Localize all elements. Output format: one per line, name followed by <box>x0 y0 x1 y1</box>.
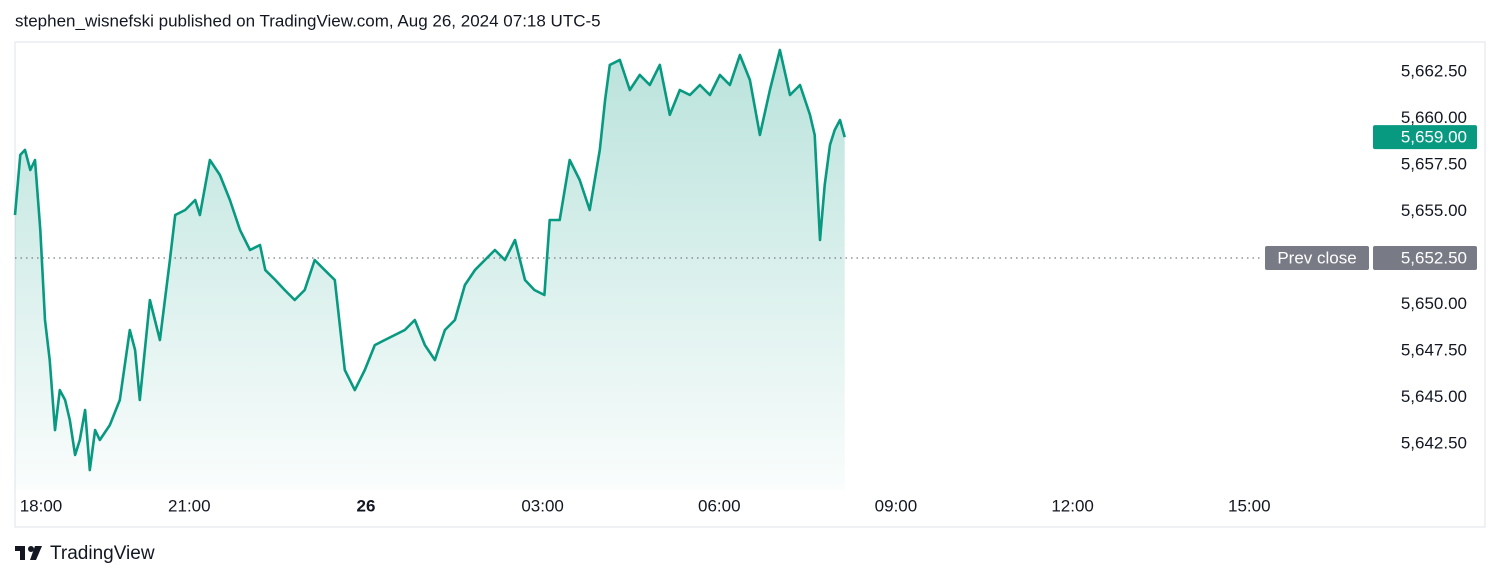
logo <box>15 546 42 560</box>
x-tick-label: 15:00 <box>1228 496 1271 515</box>
y-tick-label: 5,655.00 <box>1401 201 1467 220</box>
last-price-label: 5,659.00 <box>1401 128 1467 147</box>
prev-close-value: 5,652.50 <box>1401 248 1467 267</box>
line <box>13 48 846 472</box>
y-tick-label: 5,650.00 <box>1401 294 1467 313</box>
header: stephen_wisnefski published on TradingVi… <box>15 11 601 30</box>
x-tick-label: 12:00 <box>1051 496 1094 515</box>
prev-close-badge <box>1265 246 1369 270</box>
area <box>15 50 845 490</box>
x-tick-label: 06:00 <box>698 496 741 515</box>
x-tick-label: 09:00 <box>875 496 918 515</box>
y-tick-label: 5,642.50 <box>1401 434 1467 453</box>
x-tick-label: 03:00 <box>521 496 564 515</box>
y-tick-label: 5,662.50 <box>1401 61 1467 80</box>
last-price-badge <box>1373 125 1477 150</box>
y-tick-label: 5,647.50 <box>1401 341 1467 360</box>
x-tick-label: 18:00 <box>20 496 63 515</box>
x-tick-label: 21:00 <box>168 496 211 515</box>
y-tick-label: 5,660.00 <box>1401 108 1467 127</box>
y-tick-label: 5,657.50 <box>1401 154 1467 173</box>
prev-close-value-badge <box>1373 246 1477 270</box>
footer: TradingView <box>50 543 155 564</box>
prev-close-label: Prev close <box>1277 248 1356 267</box>
y-tick-label: 5,645.00 <box>1401 387 1467 406</box>
x-tick-label: 26 <box>357 496 376 515</box>
